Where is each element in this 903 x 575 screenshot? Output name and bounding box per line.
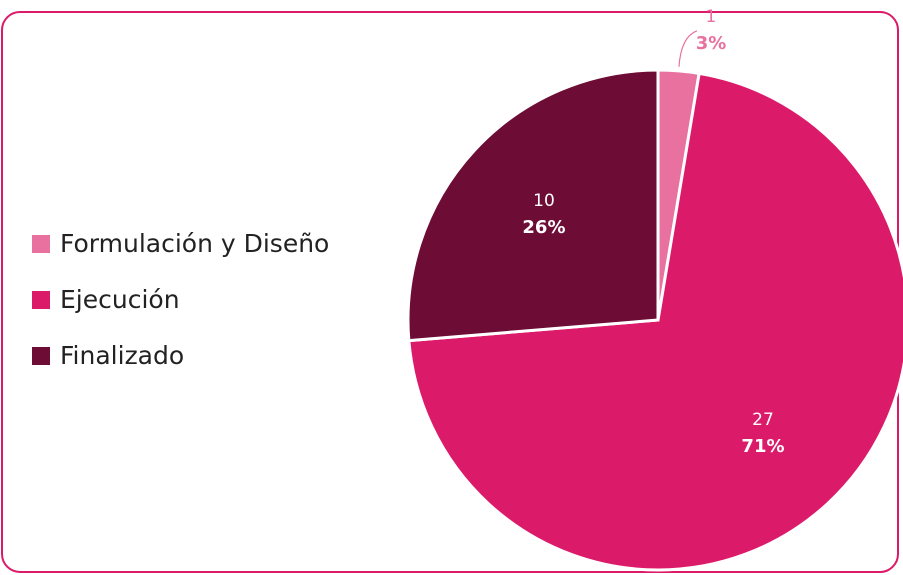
percent-label: 3% [696, 33, 727, 54]
value-label: 1 [706, 7, 717, 27]
pie-slice [406, 68, 660, 343]
legend-label: Ejecución [60, 285, 180, 314]
legend-swatch [32, 347, 50, 365]
value-label: 27 [752, 410, 774, 430]
legend-swatch [32, 291, 50, 309]
value-label: 10 [533, 191, 555, 211]
legend-label: Finalizado [60, 341, 184, 370]
legend-label: Formulación y Diseño [60, 229, 329, 258]
leader-line [678, 30, 698, 67]
percent-label: 26% [522, 217, 565, 238]
pie-slice [407, 71, 903, 572]
legend-swatch [32, 235, 50, 253]
percent-label: 71% [741, 436, 784, 457]
